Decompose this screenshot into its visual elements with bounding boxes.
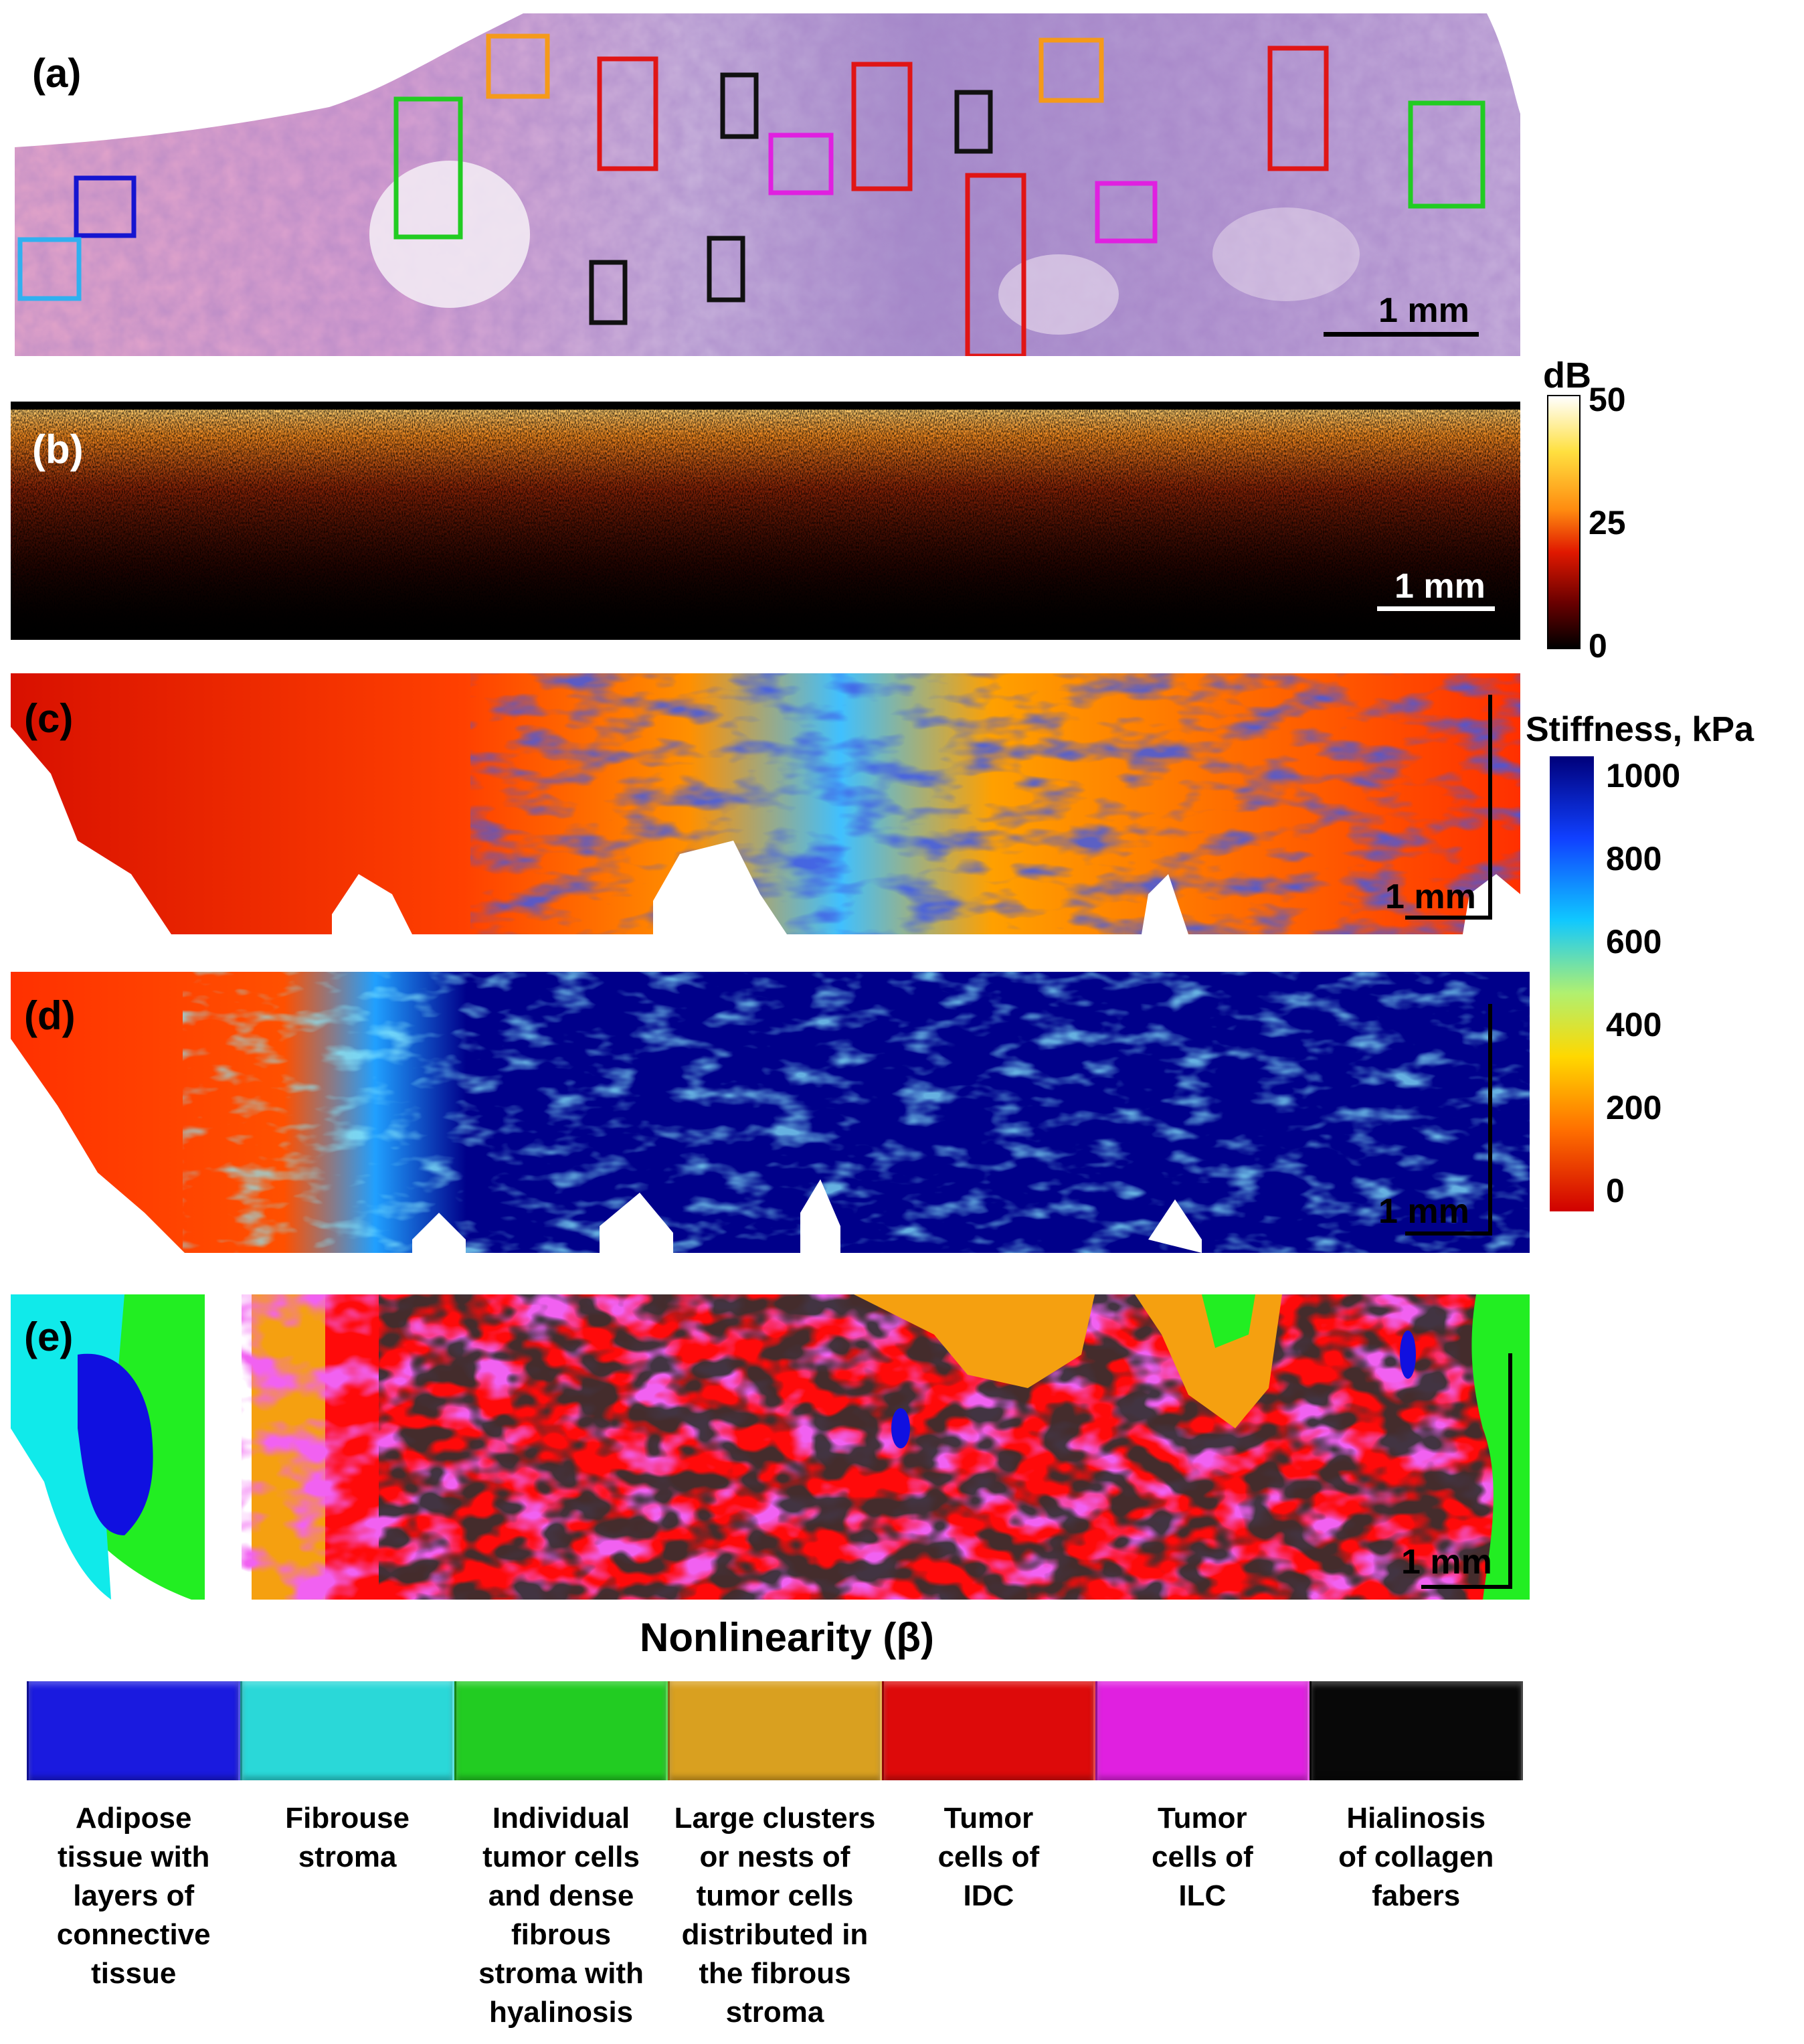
scale-bar-label: 1 mm [1401,1543,1492,1582]
panel-label-c: (c) [24,696,74,741]
nonlinearity-legend-title: Nonlinearity (β) [640,1615,934,1660]
legend-label-adipose: Adipose tissue with layers of connective… [56,1802,211,1990]
scale-bar-line [1377,606,1495,611]
roi-idc-box [597,56,658,171]
scale-bar-vertical [1488,1004,1492,1236]
panel-label-d: (d) [24,993,76,1038]
nonlinearity-map-e [11,1294,1530,1600]
roi-adipose-box [74,175,137,238]
scale-bar-label: 1 mm [1385,877,1476,916]
roi-idc-box [1267,46,1329,171]
stiffness-panel-c [11,673,1520,934]
scale-bar-a: 1 mm [1324,290,1484,337]
oct-colorbar-tick-max: 50 [1589,381,1626,418]
stiffness-tick-200: 200 [1606,1089,1662,1126]
scale-bar-e: 1 mm [1401,1353,1522,1592]
scale-bar-label: 1 mm [1378,1192,1469,1231]
legend-swatch-large-clusters [668,1681,882,1780]
stiffness-map-c [11,673,1520,934]
scale-bar-label: 1 mm [1394,567,1485,606]
panel-label-b: (b) [32,427,84,472]
roi-hyalinosis-box [720,72,759,139]
scale-bar-d: 1 mm [1378,1004,1512,1238]
scale-bar-horizontal [1405,1231,1492,1236]
legend-swatch-adipose [27,1681,241,1780]
oct-colorbar-tick-min: 0 [1589,627,1607,665]
stiffness-colorbar-title: Stiffness, kPa [1526,710,1754,749]
legend-label-idc: Tumor cells of IDC [937,1802,1040,1912]
stiffness-tick-0: 0 [1606,1172,1625,1209]
stiffness-map-d [11,972,1530,1253]
legend-swatch-fibrous-stroma [240,1681,454,1780]
legend-label-individual-tumor-cells: Individual tumor cells and dense fibrous… [478,1802,644,2029]
roi-large-clusters-box [1039,37,1104,103]
roi-ilc-box [1095,181,1158,244]
roi-idc-box [851,62,913,191]
nonlinearity-legend-labels: Adipose tissue with layers of connective… [27,1799,1523,2032]
scale-bar-horizontal [1405,916,1492,920]
legend-label-hyalinosis: Hialinosis of collagen fabers [1338,1802,1494,1912]
roi-individual-cells-box [393,96,463,240]
roi-hyalinosis-box [707,236,745,303]
stiffness-tick-400: 400 [1606,1006,1662,1043]
legend-swatch-idc [881,1681,1096,1780]
stiffness-tick-1000: 1000 [1606,757,1681,794]
legend-label-large-clusters: Large clusters or nests of tumor cells d… [674,1802,876,2029]
scale-bar-vertical [1488,695,1492,920]
legend-swatch-hyalinosis [1309,1681,1523,1780]
oct-panel-b [11,402,1520,640]
histology-panel-a [15,13,1520,356]
scale-bar-c: 1 mm [1385,695,1512,922]
nonlinearity-legend-bar [27,1681,1523,1780]
oct-colorbar-title: dB [1543,355,1591,396]
nonlinearity-panel-e [11,1294,1530,1600]
roi-individual-cells-box [1408,100,1485,209]
stiffness-tick-800: 800 [1606,840,1662,877]
roi-hyalinosis-box [589,260,628,325]
stiffness-tick-600: 600 [1606,923,1662,960]
scale-bar-label: 1 mm [1378,291,1469,330]
oct-image [11,402,1520,640]
panel-label-a: (a) [32,51,82,96]
stiffness-colorbar [1550,756,1594,1211]
roi-idc-box [965,173,1026,356]
scale-bar-line [1324,332,1479,337]
stiffness-panel-d [11,972,1530,1253]
legend-label-fibrous-stroma: Fibrouse stroma [285,1802,410,1873]
panel-label-e: (e) [24,1314,74,1359]
roi-ilc-box [768,133,834,195]
roi-hyalinosis-box [954,90,993,154]
legend-swatch-individual-tumor-cells [454,1681,668,1780]
oct-colorbar [1547,395,1581,649]
scale-bar-b: 1 mm [1377,566,1504,613]
histology-image [15,13,1520,356]
roi-large-clusters-box [486,33,550,99]
legend-swatch-ilc [1095,1681,1310,1780]
legend-label-ilc: Tumor cells of ILC [1152,1802,1253,1912]
oct-colorbar-tick-mid: 25 [1589,504,1626,541]
scale-bar-vertical [1508,1353,1512,1589]
roi-boxes [17,33,1485,356]
scale-bar-horizontal [1421,1585,1512,1589]
roi-fibrous-stroma-box [17,237,82,301]
